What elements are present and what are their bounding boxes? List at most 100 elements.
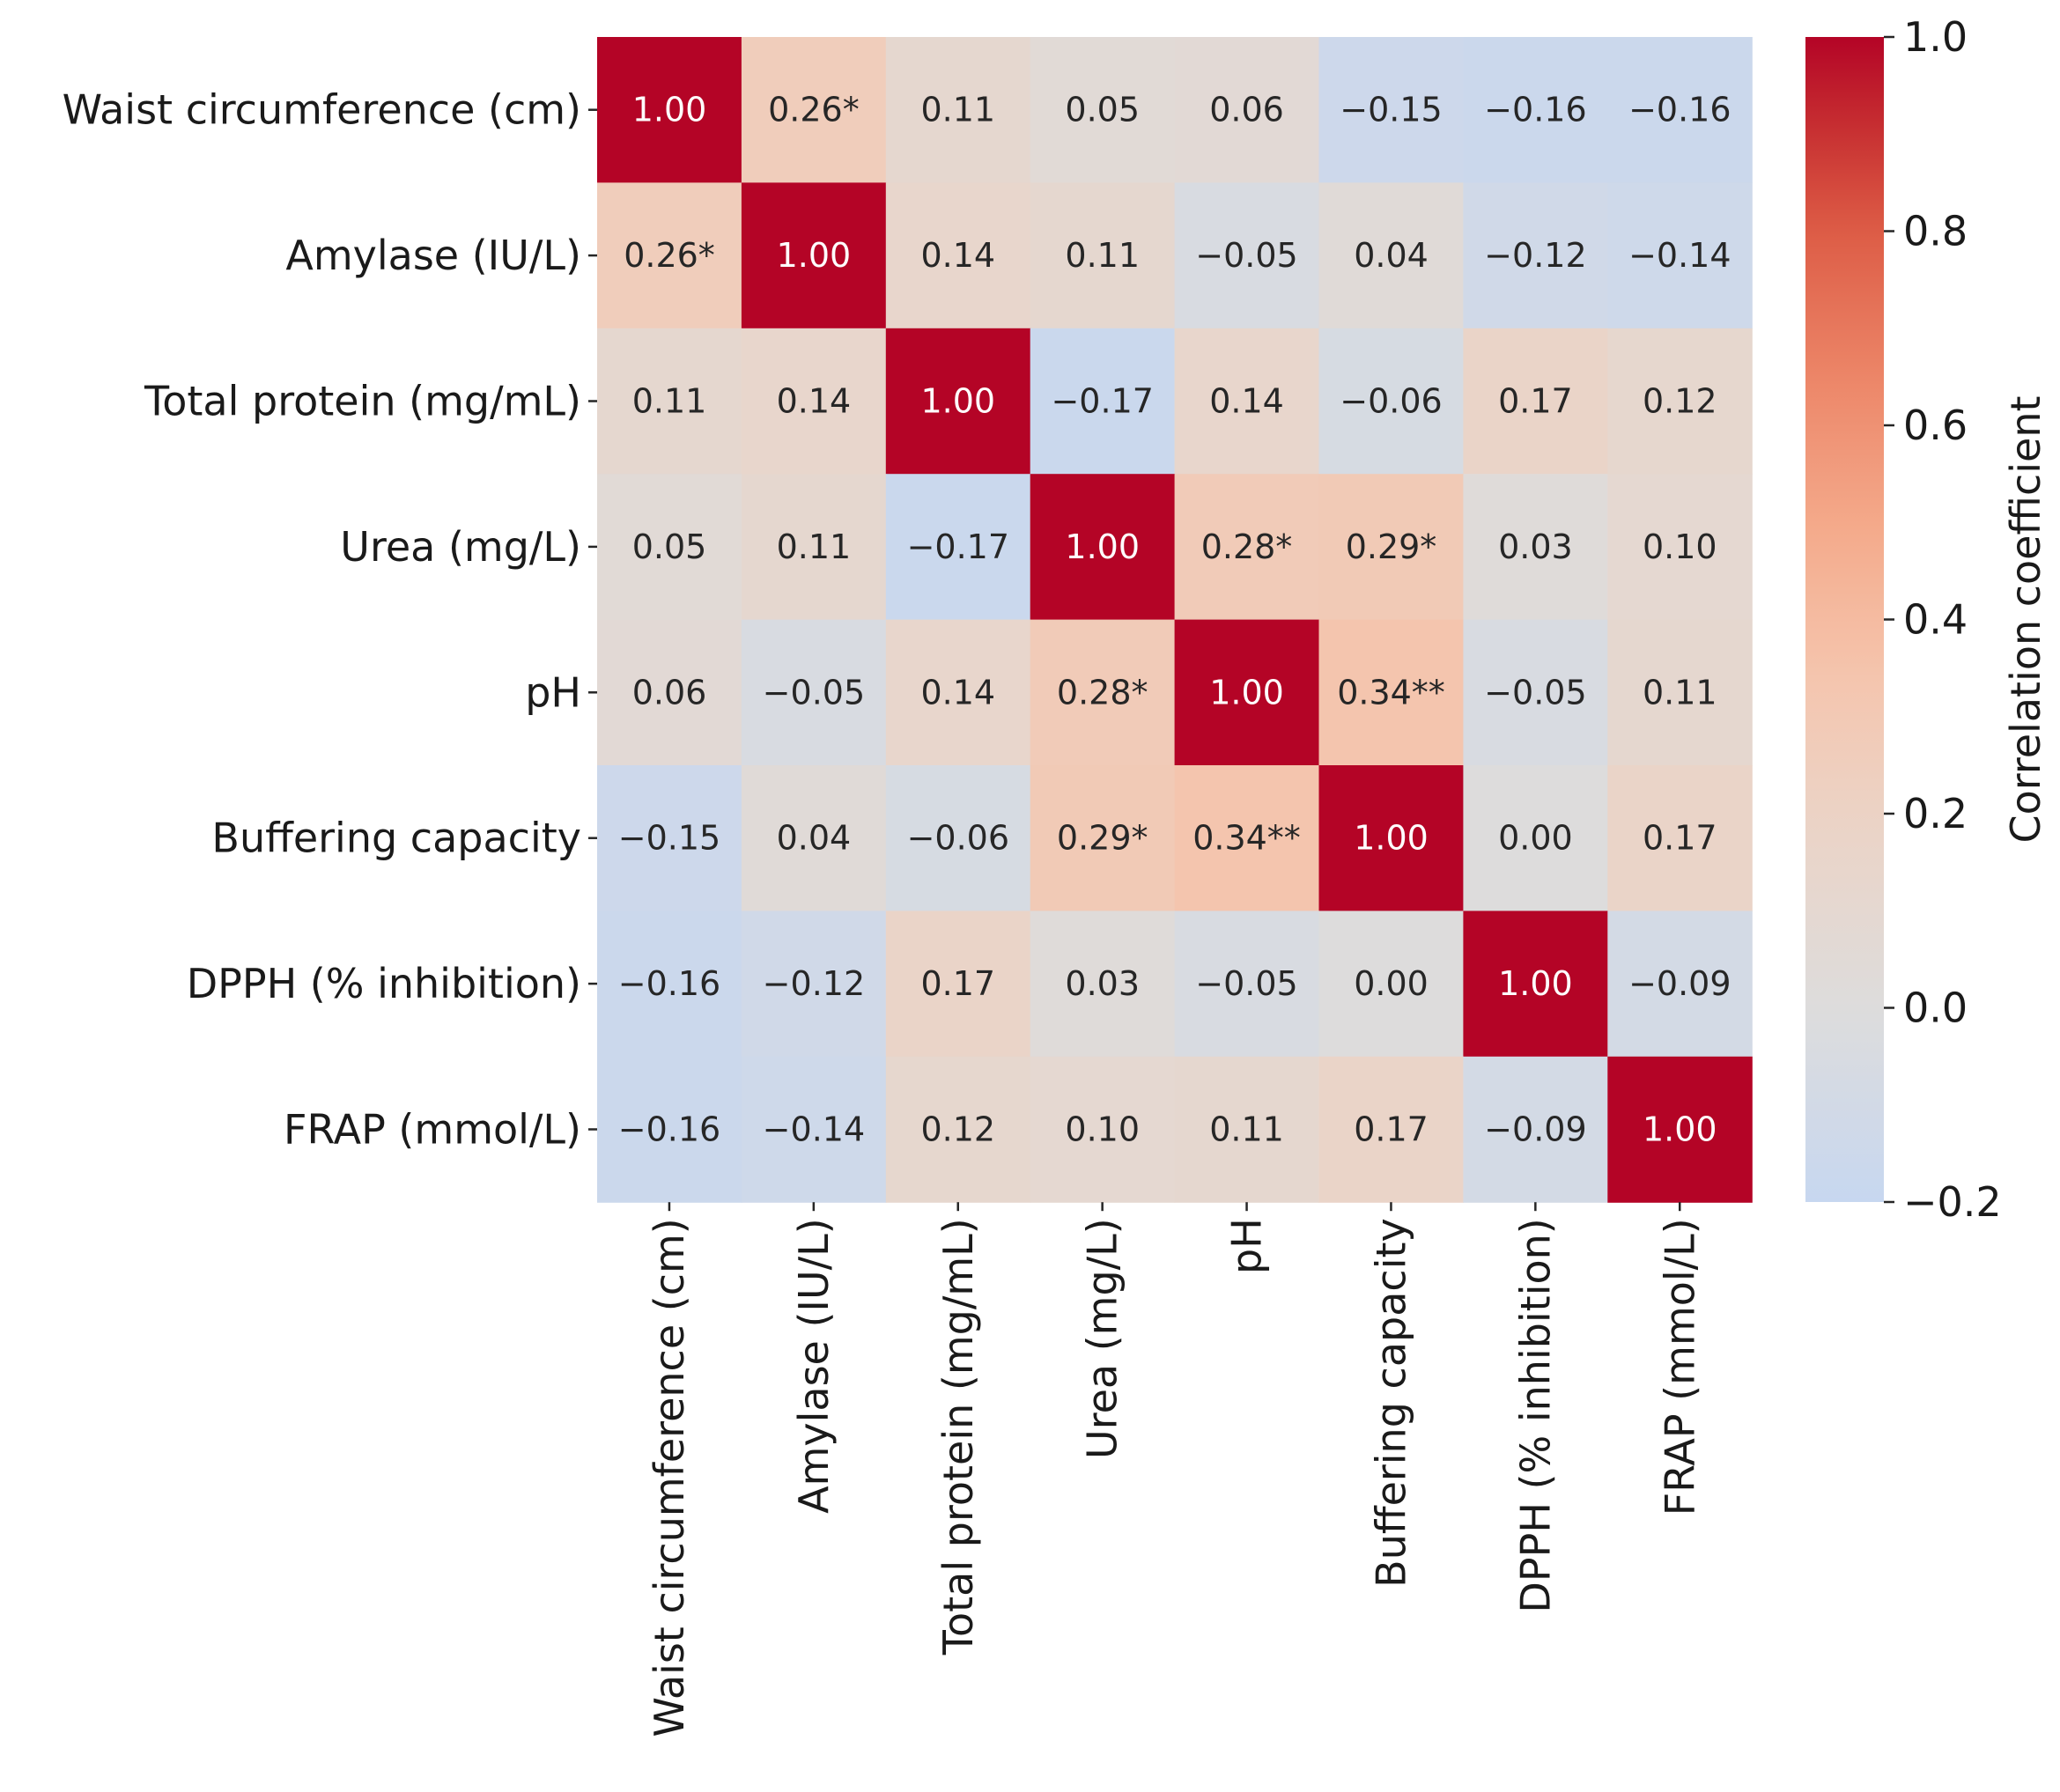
heatmap-cell [1607,474,1753,621]
heatmap-cell [885,474,1031,621]
cell-annotation: −0.14 [763,1110,865,1149]
cell-annotation: 0.17 [1354,1110,1429,1149]
heatmap-cell [741,1056,887,1203]
cell-annotation: 0.28* [1057,673,1148,712]
colorbar-tick-label: 1.0 [1903,13,1968,61]
y-tick-label: Urea (mg/L) [340,523,581,571]
cell-annotation: −0.09 [1628,964,1731,1003]
cell-annotation: 0.11 [920,91,995,129]
colorbar: −0.2 0.0 0.2 0.4 0.6 0.8 1.0 Correlation coeffi… [1805,13,2049,1226]
cell-annotation: −0.05 [763,673,865,712]
y-axis-tick-labels: Waist circumference (cm) Amylase (IU/L) To… [63,86,597,1154]
y-tick-label: pH [525,668,581,716]
heatmap-cell [741,328,887,475]
cell-annotation: 0.04 [1354,236,1429,275]
cell-annotation: 0.11 [1209,1110,1284,1149]
heatmap-cell [1030,474,1176,621]
cell-annotation: 0.06 [632,673,707,712]
cell-annotation: −0.14 [1628,236,1731,275]
cell-annotation: 0.28* [1201,527,1293,566]
cell-annotation: 0.29* [1346,527,1437,566]
heatmap-cell [1463,182,1608,329]
cell-annotation: −0.12 [763,964,865,1003]
heatmap-cell [1030,911,1176,1058]
heatmap-cell [1030,765,1176,911]
heatmap-cell [741,182,887,329]
cell-annotation: 0.03 [1498,527,1573,566]
heatmap-cell [741,37,887,183]
cell-annotation: −0.05 [1195,964,1297,1003]
colorbar-gradient [1805,37,1884,1202]
x-tick-label: Amylase (IU/L) [790,1218,838,1514]
heatmap-cell [885,1056,1031,1203]
colorbar-tick-label: 0.8 [1903,208,1968,255]
heatmap-cell [1318,1056,1464,1203]
heatmap-cell [597,182,742,329]
cell-annotation: 0.04 [777,819,852,858]
heatmap-cell [1174,37,1320,183]
colorbar-tick-label: −0.2 [1903,1178,2002,1226]
heatmap-cell [1174,328,1320,475]
heatmap-cell [1463,911,1608,1058]
cell-annotation: 0.11 [1065,236,1140,275]
heatmap-cell [1607,182,1753,329]
cell-annotation: 0.12 [1643,382,1717,421]
cell-annotation: 0.12 [920,1110,995,1149]
cell-annotation: 0.14 [777,382,852,421]
heatmap-cell [1318,37,1464,183]
cell-annotation: −0.17 [907,527,1009,566]
cell-annotation: 0.11 [632,382,707,421]
cell-annotation: 0.10 [1643,527,1717,566]
x-tick-label: FRAP (mmol/L) [1656,1218,1703,1515]
cell-annotation: 1.00 [777,236,852,275]
heatmap-cell [1463,1056,1608,1203]
heatmap-cell [1318,911,1464,1058]
heatmap-cell [1174,911,1320,1058]
heatmap-cell [1174,182,1320,329]
heatmap-cell [1030,328,1176,475]
heatmap-cell [1030,619,1176,766]
cell-annotation: 0.26* [768,91,860,129]
cell-annotation: 0.34** [1337,673,1445,712]
heatmap-cell [885,182,1031,329]
cell-annotation: −0.17 [1051,382,1153,421]
x-tick-label: Buffering capacity [1368,1218,1415,1588]
cell-annotation: −0.16 [618,964,720,1003]
heatmap-cell [1463,37,1608,183]
x-tick-label: Total protein (mg/mL) [934,1218,982,1656]
heatmap-cell [1030,37,1176,183]
heatmap-cell [597,765,742,911]
cell-annotation: 0.06 [1209,91,1284,129]
cell-annotation: 1.00 [1209,673,1284,712]
cell-annotation: −0.16 [1628,91,1731,129]
cell-annotation: 1.00 [1065,527,1140,566]
cell-annotation: 0.17 [1643,819,1717,858]
cell-annotations: 1.00 0.26* 0.11 0.05 0.06 −0.15 −0.16 −0.16 0.26… [618,91,1731,1149]
heatmap-cell [1463,619,1608,766]
cell-annotation: 0.14 [920,236,995,275]
cell-annotation: 0.05 [632,527,707,566]
cell-annotation: 0.26* [624,236,715,275]
heatmap-cell [1607,911,1753,1058]
heatmap-cell [1607,37,1753,183]
heatmap-cell [597,1056,742,1203]
cell-annotation: −0.06 [907,819,1009,858]
y-tick-label: DPPH (% inhibition) [187,960,581,1007]
cell-annotation: 0.34** [1192,819,1301,858]
heatmap-cell [1030,1056,1176,1203]
x-tick-label: DPPH (% inhibition) [1511,1218,1559,1612]
cell-annotation: 0.05 [1065,91,1140,129]
x-tick-label: pH [1223,1218,1271,1274]
cell-annotation: 1.00 [632,91,707,129]
cell-annotation: 0.00 [1498,819,1573,858]
heatmap-cell [1318,182,1464,329]
cell-annotation: 0.03 [1065,964,1140,1003]
x-axis-tick-labels: Waist circumference (cm) Amylase (IU/L) To… [646,1202,1703,1737]
heatmap-cell [1463,328,1608,475]
heatmap-cell [1463,474,1608,621]
cell-annotation: 0.00 [1354,964,1429,1003]
heatmap-cell [597,619,742,766]
heatmap-cell [741,765,887,911]
cell-annotation: −0.09 [1484,1110,1586,1149]
